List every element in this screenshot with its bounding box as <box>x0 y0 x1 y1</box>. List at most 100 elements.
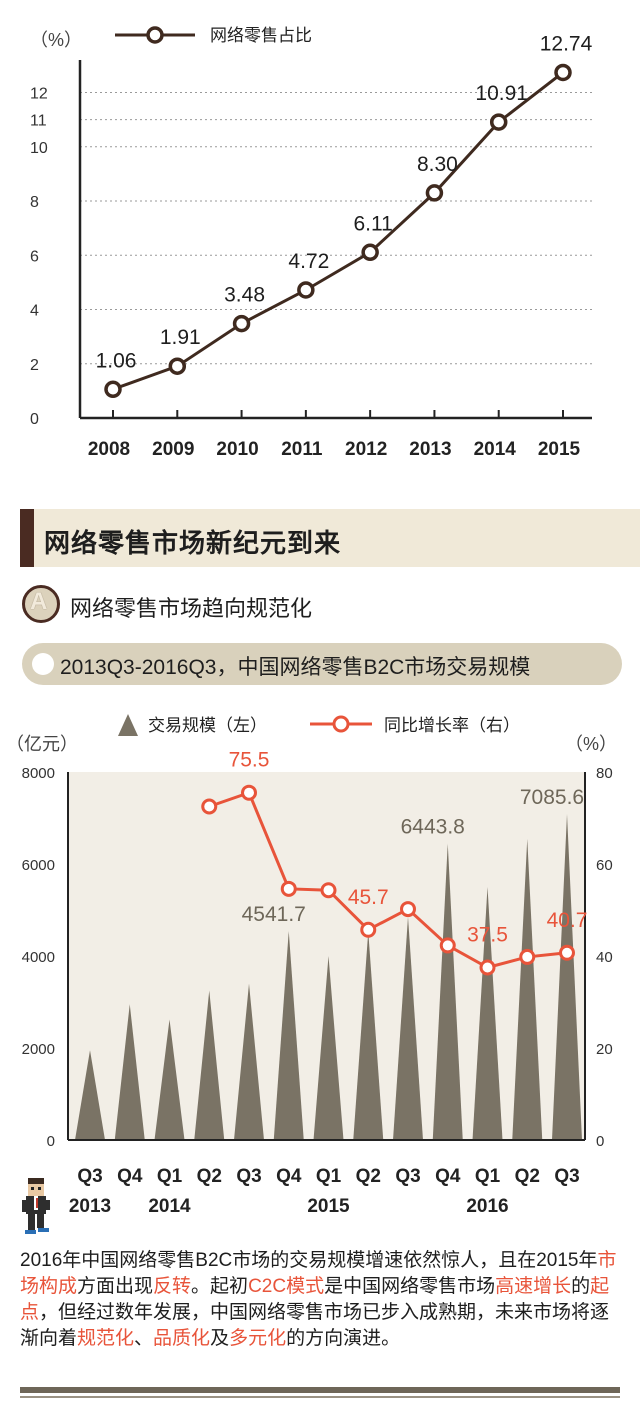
bar <box>194 990 225 1140</box>
paragraph-text: ，但经过数年发展，中国网络零售市场已步入成熟期，未来市场将逐渐向着 <box>20 1302 610 1349</box>
bar <box>114 1004 145 1140</box>
paragraph-text: 是中国网络零售市场 <box>324 1276 496 1297</box>
year-label: 2016 <box>466 1196 508 1217</box>
x-tick-label: Q4 <box>435 1166 461 1187</box>
paragraph-text: 、 <box>134 1328 154 1349</box>
x-tick-label: Q1 <box>157 1166 183 1187</box>
x-tick-label: 2011 <box>281 439 323 460</box>
running-man-icon <box>22 1178 50 1234</box>
highlight-text: C2C模式 <box>248 1276 325 1297</box>
bar-value-label: 6443.8 <box>401 816 465 839</box>
bar <box>512 838 543 1140</box>
chart-title: 2013Q3-2016Q3，中国网络零售B2C市场交易规模 <box>60 656 531 679</box>
chart-title-pill: 2013Q3-2016Q3，中国网络零售B2C市场交易规模 <box>22 643 622 685</box>
y-tick-label: 10 <box>30 140 48 157</box>
growth-line <box>208 790 568 970</box>
growth-point <box>519 948 536 965</box>
bar <box>75 1050 105 1140</box>
growth-value-label: 75.5 <box>229 749 270 772</box>
x-tick-label: 2013 <box>409 439 451 460</box>
growth-point <box>280 880 297 897</box>
growth-point <box>241 784 257 801</box>
data-point <box>232 314 251 333</box>
data-label: 4.72 <box>288 250 329 273</box>
data-point <box>425 184 444 202</box>
section-header-accent-bar <box>20 509 34 567</box>
data-point <box>554 63 572 82</box>
bar <box>353 931 384 1140</box>
growth-point <box>360 921 377 938</box>
y-tick-label: 0 <box>30 411 39 428</box>
y-tick-label: 12 <box>30 86 48 103</box>
growth-value-label: 40.7 <box>547 909 588 932</box>
legend-marker <box>332 715 350 733</box>
paragraph-text: 的 <box>571 1276 591 1297</box>
data-point <box>361 243 379 262</box>
legend: 交易规模（左） 同比增长率（右） <box>118 714 520 736</box>
bar <box>552 814 582 1140</box>
y-tick-label: 8 <box>30 194 39 211</box>
bottom-divider-thin <box>20 1396 620 1398</box>
data-label: 8.30 <box>417 153 458 176</box>
data-label: 12.74 <box>540 32 593 55</box>
bar <box>472 887 503 1140</box>
bar <box>313 956 344 1140</box>
x-tick-label: Q1 <box>475 1166 501 1187</box>
pill-dot-icon <box>32 653 54 675</box>
y-tick-label-left: 2000 <box>22 1041 55 1058</box>
data-point <box>297 281 315 299</box>
y-tick-label-right: 40 <box>596 949 613 966</box>
bar <box>432 843 463 1140</box>
growth-point <box>201 798 218 815</box>
x-tick-label: Q1 <box>316 1166 342 1187</box>
subheading-letter: A <box>30 588 48 615</box>
data-label: 1.06 <box>96 349 137 372</box>
legend-triangle-icon <box>118 714 138 736</box>
bar <box>234 983 264 1140</box>
year-label: 2015 <box>307 1196 350 1217</box>
growth-point <box>559 944 575 961</box>
growth-point <box>320 882 337 899</box>
growth-point <box>400 901 416 918</box>
highlight-text: 高速增长 <box>495 1276 572 1297</box>
y-tick-label-left: 0 <box>47 1133 55 1150</box>
data-point <box>104 380 122 399</box>
legend: 网络零售占比 <box>115 26 312 45</box>
data-point <box>489 113 508 131</box>
x-tick-label: 2010 <box>216 439 258 460</box>
growth-point <box>479 959 496 976</box>
growth-value-label: 45.7 <box>348 886 389 909</box>
body-paragraph: 2016年中国网络零售B2C市场的交易规模增速依然惊人，且在2015年市场构成方… <box>20 1248 624 1352</box>
x-tick-label: Q2 <box>197 1166 222 1187</box>
x-tick-label: Q4 <box>276 1166 302 1187</box>
y-tick-label: 6 <box>30 248 39 265</box>
y-tick-label-left: 6000 <box>22 857 55 874</box>
highlight-text: 市场构成 <box>20 1250 617 1297</box>
highlight-text: 规范化 <box>77 1328 135 1349</box>
x-tick-label: Q3 <box>77 1166 102 1187</box>
y-tick-label: 11 <box>30 113 47 130</box>
bar <box>154 1019 185 1140</box>
highlight-text: 品质化 <box>153 1328 211 1349</box>
legend-label: 同比增长率（右） <box>384 716 520 735</box>
data-label: 3.48 <box>224 284 265 307</box>
y-tick-label-right: 60 <box>596 857 613 874</box>
paragraph-text: 。起初 <box>191 1276 249 1297</box>
y-axis-label-left: （亿元） <box>6 734 78 754</box>
paragraph-text: 及 <box>210 1328 230 1349</box>
x-tick-label: 2009 <box>152 439 194 460</box>
x-tick-label: Q3 <box>554 1166 579 1187</box>
bar <box>393 916 423 1140</box>
x-tick-label: 2008 <box>88 439 130 460</box>
y-tick-label-right: 80 <box>596 765 613 782</box>
y-axis-label-right: （%） <box>565 734 617 754</box>
x-tick-label: Q3 <box>395 1166 420 1187</box>
section-header: 网络零售市场新纪元到来 <box>20 509 640 567</box>
year-label: 2014 <box>148 1196 191 1217</box>
share-line-chart: （%） 网络零售占比 0 2 4 6 8 10 11 12 2008 2009 2010 2011 2012… <box>30 26 593 460</box>
highlight-text: 多元化 <box>229 1328 287 1349</box>
bottom-divider <box>20 1387 620 1393</box>
data-label: 10.91 <box>475 82 528 105</box>
growth-value-label: 37.5 <box>467 924 508 947</box>
bar <box>273 931 304 1140</box>
